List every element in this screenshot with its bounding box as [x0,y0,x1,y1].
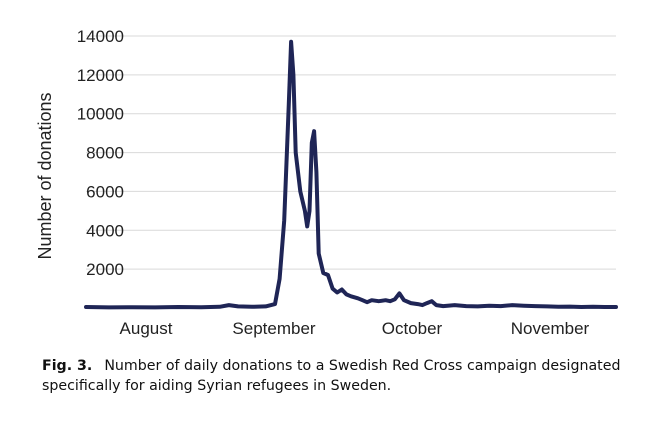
x-tick-labels: August September October November [120,319,590,338]
y-tick-6000: 6000 [86,182,124,201]
figure-caption: Fig. 3. Number of daily donations to a Sw… [42,356,622,396]
donations-series-line [84,39,618,310]
y-tick-2000: 2000 [86,260,124,279]
y-axis-title: Number of donations [35,92,55,259]
y-tick-labels: 2000 4000 6000 8000 10000 12000 14000 [77,27,124,279]
y-tick-12000: 12000 [77,66,124,85]
caption-text: Number of daily donations to a Swedish R… [42,358,621,394]
caption-label: Fig. 3. [42,358,93,374]
y-tick-8000: 8000 [86,144,124,163]
y-tick-10000: 10000 [77,105,124,124]
y-tick-14000: 14000 [77,27,124,46]
x-tick-september: September [232,319,315,338]
x-tick-october: October [382,319,443,338]
y-tick-4000: 4000 [86,221,124,240]
x-tick-november: November [511,319,590,338]
donations-line-chart: 2000 4000 6000 8000 10000 12000 14000 August Se… [35,27,618,338]
x-tick-august: August [120,319,173,338]
gridlines [86,35,616,270]
